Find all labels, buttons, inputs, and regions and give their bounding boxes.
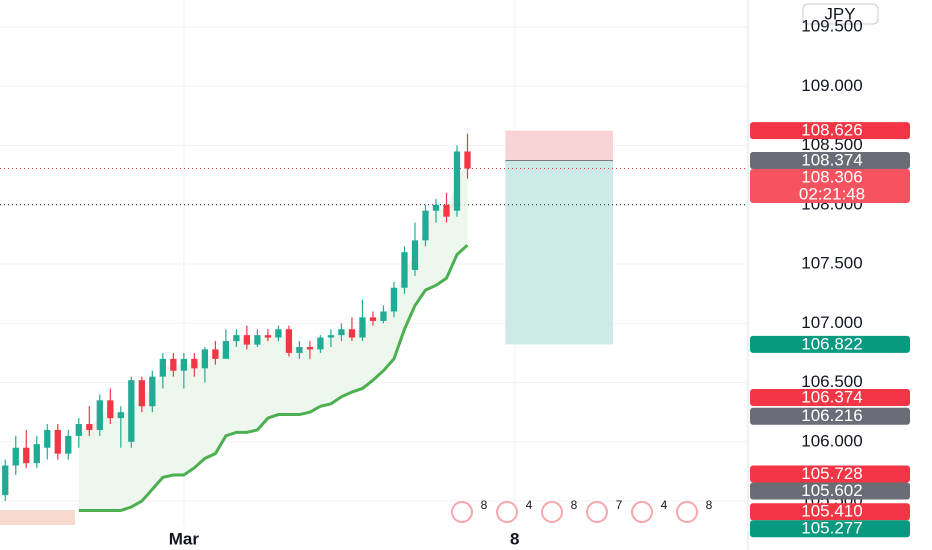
price-label-box [750, 407, 910, 425]
price-label: 105.728 [801, 464, 862, 483]
y-tick-label: 109.000 [801, 76, 862, 95]
candle-body [44, 429, 51, 448]
candle-body [254, 335, 261, 345]
candle-body [96, 400, 103, 430]
price-label: 108.306 [801, 167, 862, 186]
candle-body [401, 252, 408, 288]
supertrend-line [78, 243, 469, 513]
event-icon [451, 501, 473, 523]
price-label: 106.374 [801, 387, 862, 406]
event-icon [676, 501, 698, 523]
candle-body [296, 346, 303, 353]
candle-body [233, 335, 240, 342]
event-icon [541, 501, 563, 523]
candle-body [128, 380, 135, 442]
candle-body [170, 358, 177, 371]
price-label-box [750, 503, 910, 521]
event-count: 8 [481, 498, 488, 512]
candle-body [180, 358, 187, 371]
trend-fill [78, 159, 468, 511]
candle-body [327, 335, 335, 338]
currency-box [802, 3, 879, 25]
candle-body [464, 151, 471, 169]
price-label-box [750, 482, 910, 500]
event-count: 8 [571, 498, 578, 512]
event-count: 7 [616, 498, 623, 512]
candle-body [138, 380, 145, 407]
plot: Mar 8 8 4 8 7 4 8 [0, 0, 749, 550]
candle-body [54, 429, 61, 454]
candle-body [86, 424, 93, 430]
candle-body [359, 317, 366, 338]
candle-body [380, 311, 387, 321]
candle-body [12, 447, 19, 466]
candle-body [149, 376, 156, 407]
price-label: 106.216 [801, 406, 862, 425]
event-count: 4 [526, 498, 533, 512]
candle-body [222, 341, 230, 359]
price-label-box [750, 168, 910, 203]
candle-body [201, 349, 209, 369]
y-tick-label: 107.000 [801, 313, 862, 332]
candle-body [306, 346, 314, 350]
candle-body [411, 240, 419, 270]
price-axis: JPY 105.500106.000106.500107.000107.5001… [750, 3, 910, 538]
candle-body [65, 435, 72, 454]
event-count: 4 [661, 498, 668, 512]
candle-body [107, 400, 114, 419]
candle-body [243, 335, 251, 345]
candle-body [212, 349, 219, 359]
event-icon [631, 501, 653, 523]
x-tick-label: 8 [510, 529, 519, 548]
countdown: 02:21:48 [799, 184, 865, 203]
price-label-box [750, 151, 910, 169]
price-label: 106.822 [801, 334, 862, 353]
y-tick-label: 106.000 [801, 431, 862, 450]
candle-body [33, 444, 40, 464]
price-label: 105.277 [801, 519, 862, 538]
candle-body [264, 335, 272, 338]
price-label: 108.626 [801, 121, 862, 140]
price-label-box [750, 388, 910, 406]
candle-body [285, 329, 293, 353]
event-icon [496, 501, 518, 523]
candle-body [191, 358, 198, 369]
candle-body [23, 447, 30, 464]
y-tick-label: 107.500 [801, 254, 862, 273]
price-label-box [750, 520, 910, 538]
candle-body [159, 358, 166, 377]
candle-body [453, 151, 461, 211]
candle-body [443, 204, 450, 217]
candle-body [422, 210, 429, 241]
currency: JPY [824, 4, 855, 23]
prior-trend-fill [0, 510, 75, 525]
y-tick-label: 109.500 [801, 17, 862, 36]
candle-body [390, 287, 398, 312]
candle-body [369, 317, 377, 321]
candle-body [432, 204, 440, 211]
stop-zone [505, 130, 614, 161]
price-label-box [750, 122, 910, 140]
candle-body [2, 465, 9, 496]
candle-body [348, 329, 356, 338]
x-tick-label: Mar [169, 529, 200, 548]
candle-body [75, 424, 82, 436]
event-count: 8 [706, 498, 713, 512]
price-label: 105.410 [801, 502, 862, 521]
price-label: 108.374 [801, 150, 862, 169]
event-icon [586, 501, 608, 523]
y-tick-label: 108.500 [801, 135, 862, 154]
candle-body [338, 329, 345, 336]
y-tick-label: 106.500 [801, 372, 862, 391]
price-label: 105.602 [801, 481, 862, 500]
price-label-box [750, 465, 910, 483]
candle-body [317, 337, 324, 350]
candle-body [275, 329, 282, 338]
target-zone [505, 160, 614, 345]
price-label-box [750, 335, 910, 353]
candle-body [117, 412, 124, 419]
